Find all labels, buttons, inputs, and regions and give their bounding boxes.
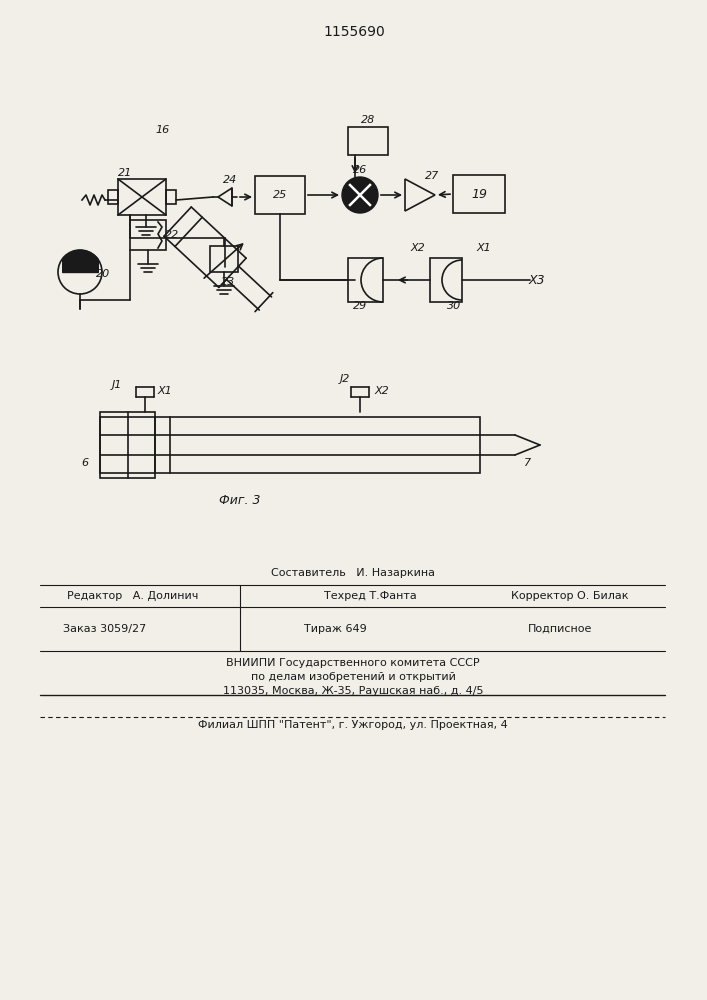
Text: 25: 25 (273, 190, 287, 200)
Text: 27: 27 (425, 171, 439, 181)
Text: X1: X1 (477, 243, 491, 253)
Text: X2: X2 (375, 386, 390, 396)
Text: 23: 23 (221, 277, 235, 287)
Bar (108, 190, 118, 204)
Text: Подписное: Подписное (528, 624, 592, 634)
Bar (100, 417, 480, 473)
Text: Фиг. 3: Фиг. 3 (219, 493, 261, 506)
Text: J2: J2 (340, 374, 350, 384)
Text: 26: 26 (353, 165, 367, 175)
Text: ВНИИПИ Государственного комитета СССР: ВНИИПИ Государственного комитета СССР (226, 658, 480, 668)
Text: X1: X1 (158, 386, 173, 396)
Text: Техред Т.Фанта: Техред Т.Фанта (324, 591, 416, 601)
Text: Составитель   И. Назаркина: Составитель И. Назаркина (271, 568, 435, 578)
Bar (348, 127, 388, 155)
Bar (348, 258, 383, 302)
Bar (100, 412, 155, 478)
Bar (210, 246, 238, 272)
Circle shape (342, 177, 378, 213)
Bar (453, 175, 505, 213)
Text: 30: 30 (447, 301, 461, 311)
Text: 19: 19 (471, 188, 487, 200)
Text: 21: 21 (118, 168, 132, 178)
Text: J1: J1 (112, 380, 122, 390)
Text: X2: X2 (411, 243, 426, 253)
Text: Тираж 649: Тираж 649 (303, 624, 366, 634)
Bar (255, 176, 305, 214)
Text: по делам изобретений и открытий: по делам изобретений и открытий (250, 672, 455, 682)
Text: X3: X3 (529, 273, 545, 286)
Text: 113035, Москва, Ж-35, Раушская наб., д. 4/5: 113035, Москва, Ж-35, Раушская наб., д. … (223, 686, 484, 696)
Text: Редактор   А. Долинич: Редактор А. Долинич (67, 591, 199, 601)
Bar (118, 179, 166, 215)
Text: Филиал ШПП "Патент", г. Ужгород, ул. Проектная, 4: Филиал ШПП "Патент", г. Ужгород, ул. Про… (198, 720, 508, 730)
Bar (166, 190, 176, 204)
Text: Корректор О. Билак: Корректор О. Билак (511, 591, 629, 601)
Text: 20: 20 (96, 269, 110, 279)
Text: 6: 6 (81, 458, 88, 468)
Text: 1155690: 1155690 (323, 25, 385, 39)
Text: 7: 7 (525, 458, 532, 468)
Bar (430, 258, 462, 302)
Text: 24: 24 (223, 175, 237, 185)
Text: 16: 16 (156, 125, 170, 135)
Text: 29: 29 (353, 301, 367, 311)
Text: 28: 28 (361, 115, 375, 125)
Bar (130, 220, 166, 250)
Text: 22: 22 (165, 230, 179, 240)
Text: Заказ 3059/27: Заказ 3059/27 (64, 624, 146, 634)
